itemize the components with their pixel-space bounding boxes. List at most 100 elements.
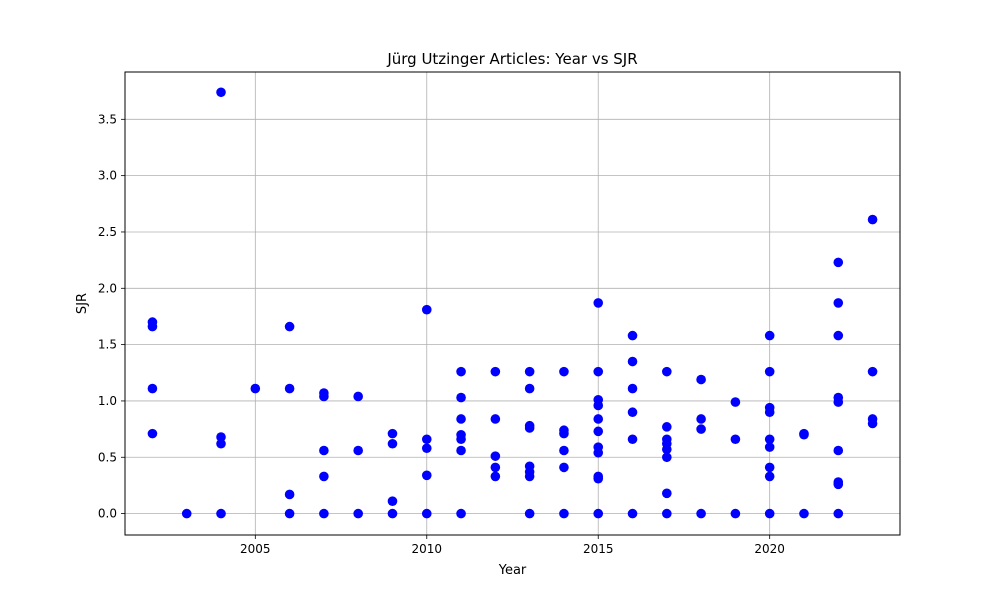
data-point bbox=[730, 397, 741, 407]
data-point bbox=[662, 508, 672, 519]
data-point bbox=[593, 414, 604, 424]
data-point bbox=[319, 471, 329, 482]
data-point bbox=[696, 414, 706, 424]
data-point bbox=[764, 366, 775, 377]
data-point bbox=[799, 429, 809, 440]
data-point bbox=[147, 428, 158, 439]
data-point bbox=[524, 471, 535, 482]
data-point bbox=[490, 471, 501, 482]
data-point bbox=[696, 374, 706, 385]
data-point bbox=[627, 434, 638, 445]
data-point bbox=[662, 488, 672, 499]
data-point bbox=[353, 445, 363, 456]
y-tick-label: 0.5 bbox=[98, 450, 117, 464]
data-point bbox=[833, 397, 844, 407]
data-point bbox=[421, 470, 432, 481]
data-point bbox=[353, 391, 363, 402]
y-tick-label: 3.0 bbox=[98, 169, 117, 183]
data-point bbox=[662, 444, 672, 455]
data-point bbox=[559, 445, 569, 456]
data-point bbox=[284, 383, 295, 394]
data-point bbox=[593, 447, 604, 458]
data-point bbox=[559, 508, 569, 519]
data-point bbox=[147, 321, 158, 332]
data-point bbox=[662, 366, 672, 377]
y-tick-label: 2.5 bbox=[98, 225, 117, 239]
data-point bbox=[867, 214, 878, 225]
data-point bbox=[319, 508, 329, 519]
data-point bbox=[387, 438, 398, 449]
data-point bbox=[593, 508, 604, 519]
data-point bbox=[250, 383, 261, 394]
data-point bbox=[559, 428, 569, 439]
data-point bbox=[593, 298, 604, 308]
data-point bbox=[387, 508, 398, 519]
data-point bbox=[147, 383, 158, 394]
data-point bbox=[216, 87, 226, 98]
data-point bbox=[867, 366, 878, 377]
data-point bbox=[799, 508, 809, 519]
data-point bbox=[627, 508, 638, 519]
data-point bbox=[764, 462, 775, 473]
y-tick-label: 1.5 bbox=[98, 338, 117, 352]
data-point bbox=[627, 330, 638, 341]
data-point bbox=[456, 508, 466, 519]
data-point bbox=[764, 407, 775, 418]
data-point bbox=[524, 383, 535, 394]
data-point bbox=[456, 392, 466, 403]
data-point bbox=[387, 496, 398, 507]
data-point bbox=[764, 442, 775, 452]
data-point bbox=[387, 428, 398, 439]
data-point bbox=[284, 321, 295, 332]
data-point bbox=[627, 356, 638, 367]
data-point bbox=[456, 434, 466, 445]
data-point bbox=[833, 479, 844, 490]
y-tick-label: 2.0 bbox=[98, 281, 117, 295]
x-axis-label: Year bbox=[498, 563, 527, 578]
data-point bbox=[284, 508, 295, 519]
data-point bbox=[593, 426, 604, 437]
data-point bbox=[524, 366, 535, 377]
data-point bbox=[319, 445, 329, 456]
data-point bbox=[216, 508, 226, 519]
data-point bbox=[490, 462, 501, 473]
x-tick-label: 2010 bbox=[411, 542, 442, 556]
data-point bbox=[627, 383, 638, 394]
data-point bbox=[524, 423, 535, 433]
data-point bbox=[833, 330, 844, 341]
data-point bbox=[662, 452, 672, 463]
data-point bbox=[833, 508, 844, 519]
data-point bbox=[764, 434, 775, 445]
y-tick-label: 1.0 bbox=[98, 394, 117, 408]
x-tick-label: 2020 bbox=[754, 542, 785, 556]
data-point bbox=[696, 508, 706, 519]
data-point bbox=[593, 366, 604, 377]
chart-title: Jürg Utzinger Articles: Year vs SJR bbox=[386, 50, 637, 68]
y-tick-label: 3.5 bbox=[98, 112, 117, 126]
y-axis-ticks: 0.0 0.5 1.0 1.5 2.0 2.5 3.0 3.5 bbox=[98, 112, 125, 521]
data-point bbox=[730, 508, 741, 519]
data-point bbox=[833, 445, 844, 456]
data-point bbox=[593, 473, 604, 484]
data-point bbox=[696, 424, 706, 434]
data-point bbox=[421, 443, 432, 454]
data-points bbox=[147, 87, 878, 519]
data-point bbox=[181, 508, 192, 519]
data-point bbox=[593, 400, 604, 411]
y-tick-label: 0.0 bbox=[98, 507, 117, 521]
data-point bbox=[353, 508, 363, 519]
data-point bbox=[490, 414, 501, 424]
plot-frame bbox=[124, 71, 901, 536]
data-point bbox=[559, 366, 569, 377]
data-point bbox=[764, 330, 775, 341]
x-axis-ticks: 2005 2010 2015 2020 bbox=[240, 535, 785, 556]
grid bbox=[125, 72, 900, 535]
y-axis-label: SJR bbox=[75, 293, 90, 314]
data-point bbox=[627, 407, 638, 418]
data-point bbox=[867, 418, 878, 429]
data-point bbox=[524, 508, 535, 519]
data-point bbox=[662, 422, 672, 432]
data-point bbox=[559, 462, 569, 473]
